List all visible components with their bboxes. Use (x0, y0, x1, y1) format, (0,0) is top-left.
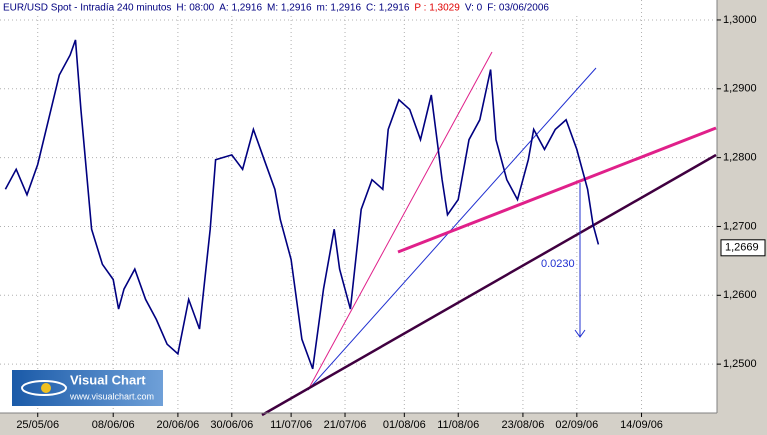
header-text: F: 03/06/2006 (487, 3, 549, 14)
header-text: EUR/USD Spot - Intradía 240 minutos (3, 3, 171, 14)
y-tick-label: 1,2500 (723, 358, 757, 370)
x-tick-label: 01/08/06 (383, 419, 426, 431)
trendline (307, 51, 493, 391)
last-price-box (720, 239, 766, 257)
annotation: 0.0230 (541, 258, 575, 270)
series-layer (4, 39, 600, 370)
x-tick-label: 02/09/06 (555, 419, 598, 431)
x-tick-label: 25/05/06 (16, 419, 59, 431)
x-tick-label: 30/06/06 (210, 419, 253, 431)
y-tick-label: 1,2700 (723, 220, 757, 232)
header-text: V: 0 (465, 3, 483, 14)
x-tick-label: 08/06/06 (92, 419, 135, 431)
logo-icon (41, 383, 51, 393)
logo-icon (21, 380, 67, 396)
y-tick-label: 1,2900 (723, 83, 757, 95)
last-price-label: 1,2669 (725, 242, 759, 254)
header-text: M: 1,2916 (267, 3, 312, 14)
logo: Visual Chart www.visualchart.com (12, 370, 163, 406)
axes: 1,2500 1,2600 1,2700 1,2800 1,2900 1,3000 25/0… (16, 14, 766, 431)
trendline (397, 126, 717, 254)
x-tick-label: 14/09/06 (620, 419, 663, 431)
logo-box (12, 370, 163, 406)
plot-area (0, 0, 717, 413)
price-line (4, 39, 600, 370)
header: EUR/USD Spot - Intradía 240 minutos H: 08… (3, 3, 549, 14)
x-tick-label: 20/06/06 (156, 419, 199, 431)
trendline (261, 153, 717, 417)
x-tick-label: 21/07/06 (324, 419, 367, 431)
logo-title: Visual Chart (70, 372, 146, 387)
x-tick-label: 11/08/06 (437, 419, 479, 431)
x-tick-label: 23/08/06 (502, 419, 545, 431)
header-text: P : 1,3029 (414, 3, 460, 14)
logo-url: www.visualchart.com (69, 391, 154, 401)
y-tick-label: 1,2800 (723, 152, 757, 164)
y-tick-label: 1,2600 (723, 289, 757, 301)
header-text: C: 1,2916 (366, 3, 410, 14)
trendline (307, 67, 597, 391)
y-tick-label: 1,3000 (723, 14, 757, 26)
x-tick-label: 11/07/06 (270, 419, 312, 431)
header-text: H: 08:00 (176, 3, 214, 14)
header-text: A: 1,2916 (219, 3, 262, 14)
measure-arrow (574, 329, 586, 338)
header-text: m: 1,2916 (317, 3, 362, 14)
grid (0, 0, 717, 413)
header-bg (0, 0, 600, 16)
